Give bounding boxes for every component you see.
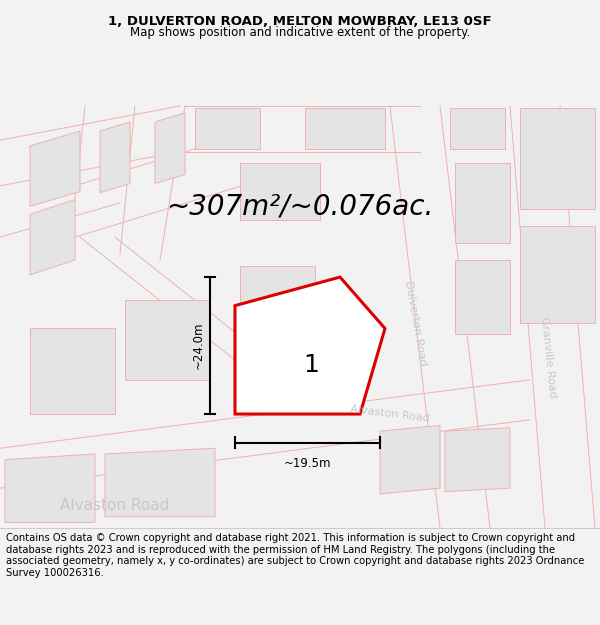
Text: Map shows position and indicative extent of the property.: Map shows position and indicative extent…	[130, 26, 470, 39]
Polygon shape	[445, 428, 510, 492]
Polygon shape	[235, 277, 385, 414]
Polygon shape	[520, 108, 595, 209]
Polygon shape	[125, 300, 210, 380]
Polygon shape	[100, 122, 130, 192]
Polygon shape	[450, 108, 505, 149]
Polygon shape	[455, 163, 510, 243]
Polygon shape	[5, 454, 95, 522]
Polygon shape	[520, 226, 595, 322]
Polygon shape	[240, 266, 315, 334]
Text: ~19.5m: ~19.5m	[284, 457, 331, 469]
Text: Alvaston Road: Alvaston Road	[61, 498, 170, 512]
Text: ~24.0m: ~24.0m	[191, 322, 205, 369]
Text: Contains OS data © Crown copyright and database right 2021. This information is : Contains OS data © Crown copyright and d…	[6, 533, 584, 578]
Polygon shape	[105, 448, 215, 517]
Text: 1, DULVERTON ROAD, MELTON MOWBRAY, LE13 0SF: 1, DULVERTON ROAD, MELTON MOWBRAY, LE13 …	[108, 15, 492, 28]
Polygon shape	[30, 329, 115, 414]
Text: ~307m²/~0.076ac.: ~307m²/~0.076ac.	[166, 192, 434, 221]
Polygon shape	[30, 199, 75, 275]
Polygon shape	[240, 163, 320, 220]
Text: Alvaston Road: Alvaston Road	[350, 404, 430, 424]
Polygon shape	[305, 108, 385, 149]
Text: 1: 1	[303, 353, 319, 377]
Text: Granville Road: Granville Road	[539, 316, 557, 398]
Polygon shape	[155, 112, 185, 184]
Text: Dulverton Road: Dulverton Road	[403, 279, 427, 366]
Polygon shape	[195, 108, 260, 149]
Polygon shape	[455, 260, 510, 334]
Polygon shape	[30, 131, 80, 206]
Polygon shape	[380, 426, 440, 494]
